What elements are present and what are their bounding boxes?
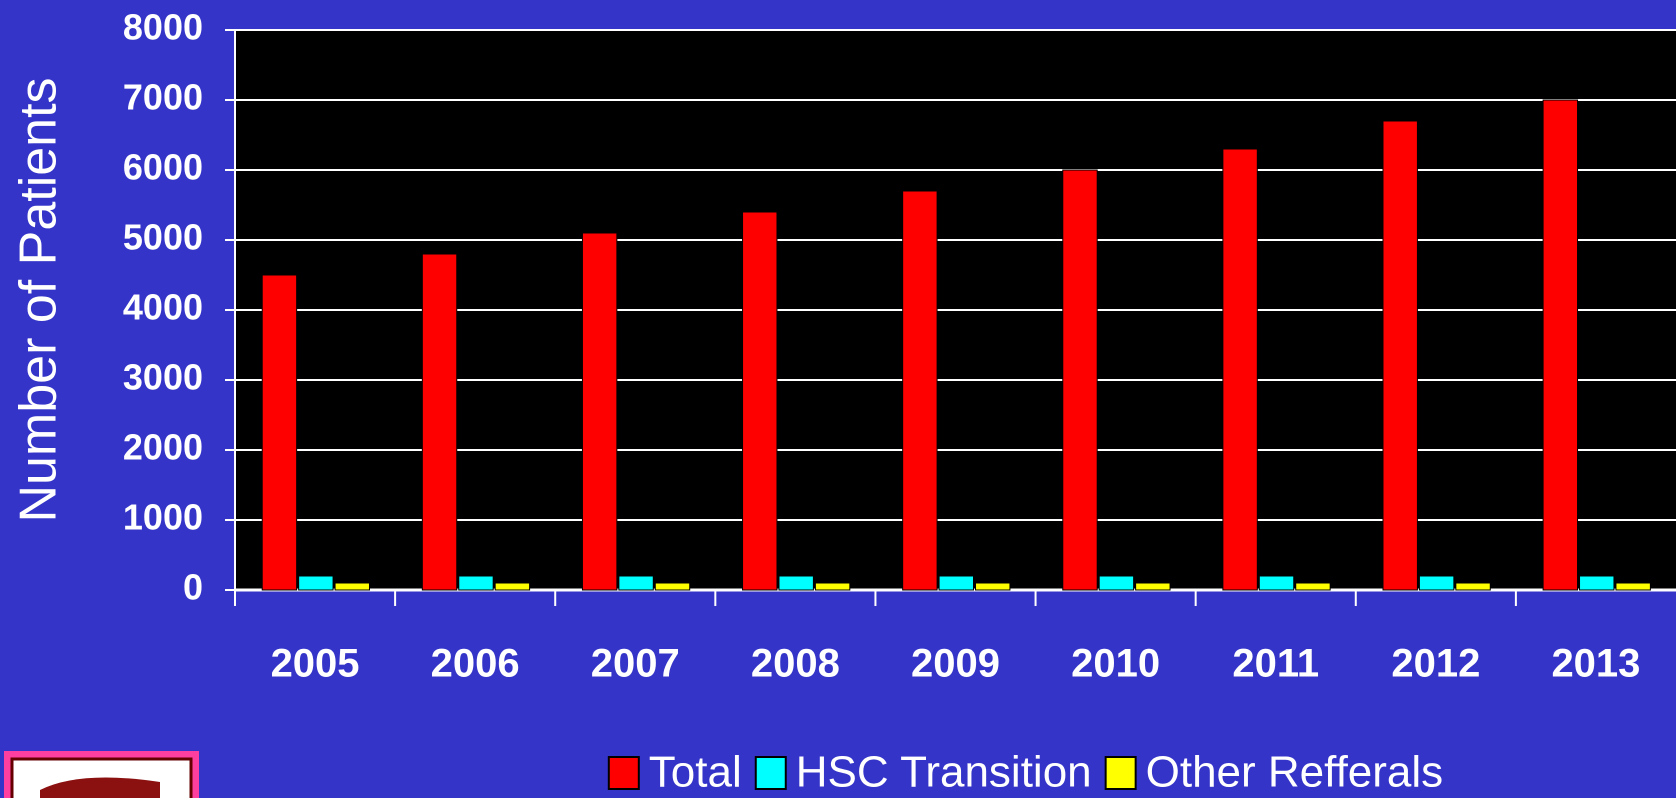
y-tick-label: 8000 [123, 7, 203, 48]
y-tick-label: 4000 [123, 287, 203, 328]
bar [1615, 582, 1651, 591]
bar [1258, 575, 1295, 591]
legend-label: Other Refferals [1146, 748, 1444, 797]
bar [618, 575, 654, 591]
bar [902, 190, 938, 591]
bar [261, 274, 298, 591]
bar [1455, 582, 1491, 591]
bar [1382, 120, 1418, 591]
bar [1098, 575, 1135, 591]
bar [1135, 582, 1171, 591]
bar [334, 582, 370, 591]
bar [1579, 575, 1615, 591]
y-tick-label: 1000 [123, 497, 203, 538]
x-tick-label: 2009 [911, 642, 1000, 686]
bar [1222, 148, 1258, 591]
y-tick-label: 5000 [123, 217, 203, 258]
bar [421, 253, 458, 591]
bar [1542, 99, 1579, 591]
x-tick-label: 2013 [1551, 642, 1640, 686]
bar [1062, 169, 1098, 591]
bar [581, 232, 618, 591]
y-tick-label: 3000 [123, 357, 203, 398]
bar [654, 582, 691, 591]
x-tick-label: 2011 [1232, 642, 1319, 686]
bar [742, 211, 778, 591]
x-tick-label: 2010 [1071, 642, 1160, 686]
y-tick-label: 6000 [123, 147, 203, 188]
logo [4, 751, 199, 798]
y-tick-label: 0 [183, 567, 203, 608]
legend-label: HSC Transition [796, 748, 1092, 797]
x-tick-label: 2007 [591, 642, 680, 686]
bar [814, 582, 851, 591]
y-tick-label: 2000 [123, 427, 203, 468]
x-tick-label: 2005 [271, 642, 360, 686]
y-axis-label: Number of Patients [10, 77, 68, 522]
y-tick-label: 7000 [123, 77, 203, 118]
bar [778, 575, 814, 591]
legend-label: Total [649, 748, 742, 797]
bar [494, 582, 531, 591]
bar [938, 575, 975, 591]
legend-swatch [607, 756, 640, 790]
x-tick-label: 2006 [431, 642, 520, 686]
legend-swatch [754, 756, 787, 790]
legend-swatch [1104, 756, 1137, 790]
bar [1418, 575, 1455, 591]
bar [1295, 582, 1331, 591]
bar [298, 575, 334, 591]
x-tick-label: 2008 [751, 642, 840, 686]
bar [975, 582, 1011, 591]
x-tick-label: 2012 [1391, 642, 1480, 686]
bar [458, 575, 494, 591]
